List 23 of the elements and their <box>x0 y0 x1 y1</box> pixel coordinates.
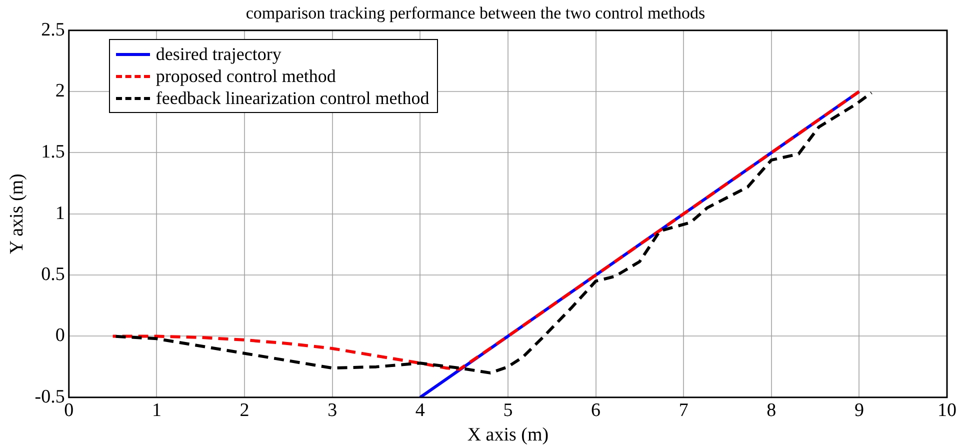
x-tick-label: 1 <box>152 400 162 421</box>
legend-label: feedback linearization control method <box>156 87 430 110</box>
x-tick-label: 5 <box>503 400 513 421</box>
y-tick-label: 0 <box>55 325 65 346</box>
y-tick-label: 0.5 <box>41 264 65 286</box>
x-tick-label: 10 <box>938 400 956 421</box>
y-tick-label: 2.5 <box>41 19 65 40</box>
y-tick-label: -0.5 <box>34 386 65 408</box>
legend-label: desired trajectory <box>156 43 282 66</box>
x-tick-label: 6 <box>591 400 600 421</box>
legend-label: proposed control method <box>156 65 336 88</box>
x-tick-label: 7 <box>678 400 688 421</box>
x-tick-label: 4 <box>415 400 426 421</box>
y-tick-label: 1 <box>55 202 65 224</box>
x-tick-label: 3 <box>328 400 338 421</box>
x-tick-label: 2 <box>240 400 250 421</box>
x-tick-label: 9 <box>854 400 864 421</box>
y-tick-label: 2 <box>55 80 65 102</box>
x-axis-title: X axis (m) <box>467 424 549 446</box>
chart-title: comparison tracking performance between the two control methods <box>246 4 706 23</box>
y-axis-title: Y axis (m) <box>6 174 28 254</box>
x-tick-label: 8 <box>766 400 776 421</box>
y-tick-label: 1.5 <box>41 142 65 163</box>
